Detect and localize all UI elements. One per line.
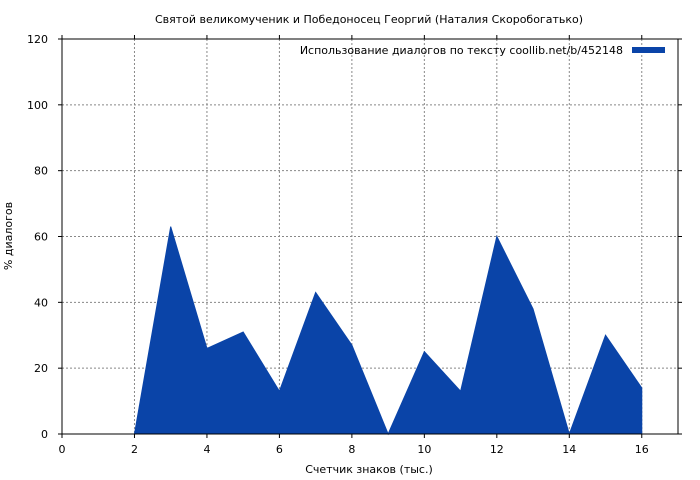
y-tick-label: 100 — [27, 99, 48, 112]
series-area — [133, 226, 643, 436]
y-tick-label: 120 — [27, 33, 48, 46]
axis-ticks: 0 2 4 6 8 10 12 14 16 0 20 40 60 80 100 120 — [27, 33, 682, 456]
x-axis-label: Счетчик знаков (тыс.) — [305, 463, 433, 476]
legend: Использование диалогов по тексту coollib… — [300, 44, 665, 57]
x-tick-label: 14 — [562, 443, 576, 456]
x-tick-label: 2 — [131, 443, 138, 456]
x-tick-label: 8 — [348, 443, 355, 456]
y-tick-label: 80 — [34, 165, 48, 178]
x-tick-label: 10 — [417, 443, 431, 456]
legend-label: Использование диалогов по тексту coollib… — [300, 44, 623, 57]
x-tick-label: 0 — [59, 443, 66, 456]
y-tick-label: 0 — [41, 428, 48, 441]
y-tick-label: 20 — [34, 362, 48, 375]
x-tick-label: 4 — [203, 443, 210, 456]
chart-title: Святой великомученик и Победоносец Георг… — [155, 13, 583, 26]
area-layer — [133, 226, 643, 436]
x-tick-label: 12 — [490, 443, 504, 456]
x-tick-label: 16 — [635, 443, 649, 456]
legend-swatch — [632, 47, 665, 53]
y-axis-label: % диалогов — [2, 202, 15, 270]
y-tick-label: 60 — [34, 231, 48, 244]
x-tick-label: 6 — [276, 443, 283, 456]
y-tick-label: 40 — [34, 296, 48, 309]
